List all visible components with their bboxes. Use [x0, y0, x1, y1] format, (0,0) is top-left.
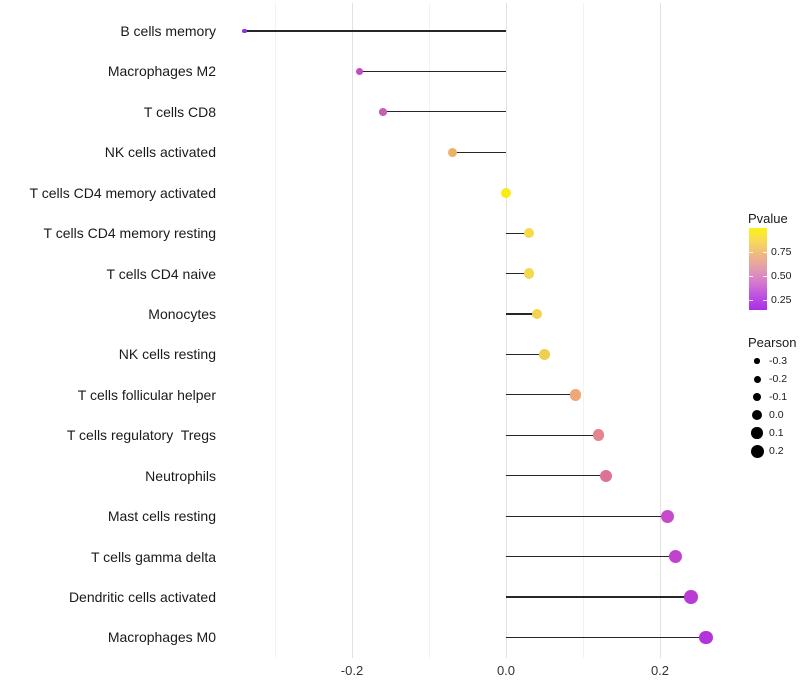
y-axis-label: T cells CD4 memory activated	[29, 184, 216, 201]
size-legend-label: 0.0	[769, 409, 784, 421]
lollipop-dot	[356, 67, 364, 75]
y-axis-label: NK cells activated	[104, 144, 216, 161]
lollipop-dot	[661, 509, 675, 523]
pvalue-legend-title: Pvalue	[748, 211, 788, 226]
y-axis-label: Dendritic cells activated	[68, 589, 216, 606]
x-axis-label: 0.2	[650, 663, 670, 678]
y-axis-label: Monocytes	[148, 306, 216, 322]
lollipop-dot	[531, 308, 543, 320]
gridline-minor	[582, 3, 584, 658]
size-legend-label: -0.3	[769, 355, 788, 367]
colorbar-tick-left	[749, 300, 753, 301]
lollipop-stem	[506, 636, 707, 639]
size-legend-dot	[752, 410, 762, 420]
colorbar-tick-label: 0.75	[771, 246, 792, 258]
gridline-minor	[274, 3, 276, 658]
lollipop-stem	[359, 70, 506, 73]
colorbar-tick-right	[763, 300, 767, 301]
lollipop-stem	[382, 111, 506, 113]
lollipop-stem	[506, 272, 530, 275]
lollipop-stem	[506, 394, 576, 396]
plot-panel	[221, 3, 729, 658]
colorbar-tick-right	[763, 252, 767, 253]
colorbar-tick-left	[749, 276, 753, 277]
lollipop-dot	[699, 630, 714, 645]
lollipop-dot	[539, 349, 550, 360]
y-axis-label: Neutrophils	[145, 467, 216, 484]
colorbar-tick-left	[749, 252, 753, 253]
size-legend-dot	[754, 358, 760, 364]
lollipop-stem	[506, 313, 537, 315]
y-axis-label: NK cells resting	[118, 346, 216, 363]
x-axis-label: -0.2	[340, 663, 364, 678]
colorbar-tick-label: 0.50	[771, 270, 792, 282]
y-axis-label: T cells follicular helper	[77, 386, 216, 403]
size-legend-label: 0.1	[769, 427, 784, 439]
pvalue-colorbar	[749, 228, 767, 310]
y-axis-label: Macrophages M0	[107, 629, 216, 646]
lollipop-dot	[447, 147, 457, 157]
lollipop-dot	[592, 429, 605, 442]
lollipop-stem	[506, 475, 607, 477]
lollipop-dot	[684, 590, 698, 604]
lollipop-stem	[506, 434, 599, 436]
size-legend-label: -0.2	[769, 373, 788, 385]
y-axis-label: Macrophages M2	[107, 63, 216, 80]
lollipop-dot	[241, 28, 247, 34]
lollipop-dot	[600, 469, 613, 482]
gridline-major	[659, 3, 661, 658]
lollipop-stem	[506, 232, 530, 234]
y-axis-label: Mast cells resting	[107, 508, 216, 525]
y-axis-label: B cells memory	[120, 23, 216, 39]
y-axis-label: T cells CD4 naive	[106, 265, 216, 282]
y-axis-label: T cells regulatory Tregs	[66, 427, 216, 444]
lollipop-stem	[506, 596, 691, 598]
size-legend-dot	[753, 375, 761, 383]
lollipop-dot	[668, 549, 683, 564]
lollipop-dot	[501, 187, 511, 198]
lollipop-dot	[569, 389, 581, 401]
size-legend-dot	[750, 444, 764, 458]
lollipop-stem	[244, 30, 506, 32]
colorbar-tick-label: 0.25	[771, 294, 792, 306]
gridline-major	[505, 3, 507, 658]
lollipop-stem	[506, 353, 545, 356]
lollipop-dot	[379, 108, 387, 116]
gridline-major	[351, 3, 353, 658]
size-legend-label: -0.1	[769, 391, 788, 403]
gridline-minor	[428, 3, 430, 658]
size-legend-dot	[751, 427, 763, 439]
y-axis-label: T cells CD8	[143, 103, 216, 120]
size-legend-label: 0.2	[769, 445, 784, 457]
lollipop-stem	[452, 151, 506, 153]
lollipop-dot	[523, 268, 535, 279]
y-axis-label: T cells gamma delta	[90, 548, 216, 565]
colorbar-tick-right	[763, 276, 767, 277]
lollipop-stem	[506, 555, 676, 558]
size-legend-dot	[752, 392, 762, 402]
lollipop-dot	[523, 227, 535, 239]
y-axis-label: T cells CD4 memory resting	[43, 225, 216, 242]
lollipop-stem	[506, 515, 668, 517]
x-axis-label: 0.0	[496, 663, 516, 678]
pearson-legend-title: Pearson	[748, 335, 797, 350]
